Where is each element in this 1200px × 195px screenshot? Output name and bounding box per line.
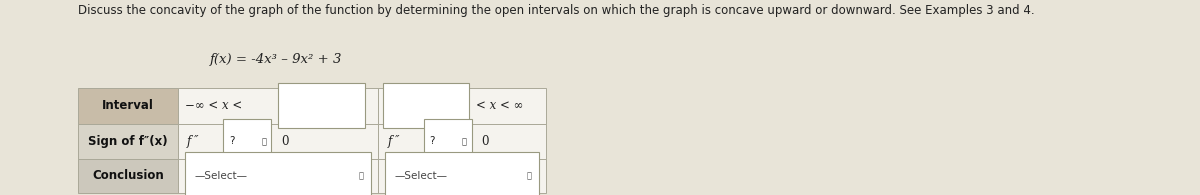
Text: < x < ∞: < x < ∞ bbox=[476, 99, 523, 112]
Text: f ″: f ″ bbox=[388, 135, 400, 148]
FancyBboxPatch shape bbox=[278, 83, 365, 128]
FancyBboxPatch shape bbox=[223, 119, 271, 164]
FancyBboxPatch shape bbox=[385, 152, 539, 195]
FancyBboxPatch shape bbox=[178, 124, 378, 159]
Text: f ″: f ″ bbox=[187, 135, 199, 148]
FancyBboxPatch shape bbox=[383, 83, 469, 128]
FancyBboxPatch shape bbox=[78, 88, 178, 124]
Text: −∞ < x <: −∞ < x < bbox=[185, 99, 242, 112]
Text: ?: ? bbox=[430, 136, 436, 146]
Text: Discuss the concavity of the graph of the function by determining the open inter: Discuss the concavity of the graph of th… bbox=[78, 4, 1034, 17]
FancyBboxPatch shape bbox=[78, 124, 178, 159]
Text: 0: 0 bbox=[481, 135, 488, 148]
Text: Sign of f″(x): Sign of f″(x) bbox=[88, 135, 168, 148]
Text: f(x) = -4x³ – 9x² + 3: f(x) = -4x³ – 9x² + 3 bbox=[210, 53, 342, 66]
Text: —Select—: —Select— bbox=[194, 171, 247, 181]
FancyBboxPatch shape bbox=[378, 88, 546, 124]
FancyBboxPatch shape bbox=[185, 152, 371, 195]
FancyBboxPatch shape bbox=[378, 159, 546, 193]
Text: Interval: Interval bbox=[102, 99, 154, 112]
Text: ⌵: ⌵ bbox=[262, 137, 266, 146]
Text: —Select—: —Select— bbox=[395, 171, 448, 181]
FancyBboxPatch shape bbox=[424, 119, 472, 164]
Text: Conclusion: Conclusion bbox=[92, 169, 163, 183]
FancyBboxPatch shape bbox=[178, 88, 378, 124]
Text: ?: ? bbox=[229, 136, 235, 146]
Text: 0: 0 bbox=[281, 135, 288, 148]
Text: ⌵: ⌵ bbox=[527, 171, 532, 181]
FancyBboxPatch shape bbox=[178, 159, 378, 193]
Text: ⌵: ⌵ bbox=[462, 137, 467, 146]
FancyBboxPatch shape bbox=[378, 124, 546, 159]
Text: ⌵: ⌵ bbox=[359, 171, 364, 181]
FancyBboxPatch shape bbox=[78, 159, 178, 193]
